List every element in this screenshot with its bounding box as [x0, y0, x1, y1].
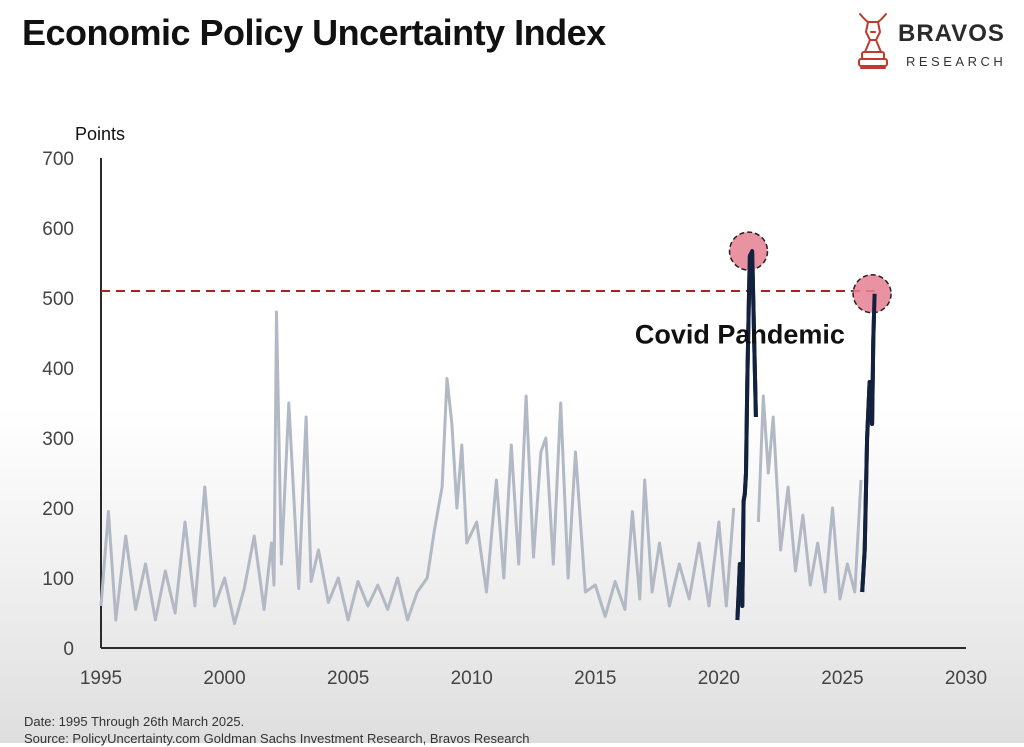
- y-axis-title: Points: [75, 124, 125, 144]
- date-note: Date: 1995 Through 26th March 2025.: [24, 714, 245, 729]
- x-tick-label: 2015: [574, 668, 616, 689]
- annotation-label: Covid Pandemic: [635, 320, 845, 350]
- series-line-1: [99, 310, 736, 625]
- x-tick-label: 2020: [698, 668, 740, 689]
- x-tick-label: 2030: [945, 668, 987, 689]
- x-tick-label: 2005: [327, 668, 369, 689]
- source-note: Source: PolicyUncertainty.com Goldman Sa…: [24, 731, 530, 746]
- y-tick-label: 500: [42, 289, 74, 310]
- spike-line-2: [860, 293, 877, 593]
- x-tick-label: 1995: [80, 668, 122, 689]
- bull-chess-knight-icon: [858, 13, 888, 69]
- y-tick-label: 200: [42, 499, 74, 520]
- spike-line-1: [735, 249, 758, 621]
- x-tick-label: 2025: [821, 668, 863, 689]
- brand-name: BRAVOS: [898, 20, 1005, 47]
- x-tick-label: 2010: [451, 668, 493, 689]
- brand-subtitle: RESEARCH: [906, 54, 1007, 69]
- x-tick-label: 2000: [203, 668, 245, 689]
- series-line-2: [756, 394, 863, 601]
- epu-index-chart: Points 0 100 200 300 400 500 600 700 1995 2000 200…: [42, 124, 987, 689]
- y-tick-label: 600: [42, 219, 74, 240]
- y-tick-label: 300: [42, 429, 74, 450]
- y-tick-label: 0: [63, 639, 74, 660]
- brand-logo: BRAVOS RESEARCH: [852, 8, 1022, 78]
- y-tick-label: 400: [42, 359, 74, 380]
- footer-notes: Date: 1995 Through 26th March 2025. Sour…: [24, 713, 530, 747]
- y-tick-label: 100: [42, 569, 74, 590]
- highlight-circle-1: [728, 231, 769, 271]
- y-tick-label: 700: [42, 149, 74, 170]
- page-title: Economic Policy Uncertainty Index: [22, 12, 606, 53]
- highlight-circle-2: [852, 274, 892, 314]
